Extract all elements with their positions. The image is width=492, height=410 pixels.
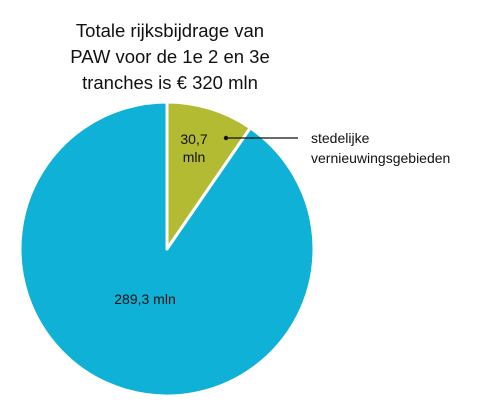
chart-title-line-1: Totale rijksbijdrage van xyxy=(75,20,265,41)
callout-label-line-2: vernieuwingsgebieden xyxy=(311,150,450,166)
chart-title-line-3: tranches is € 320 mln xyxy=(82,72,258,93)
callout-label-line-1: stedelijke xyxy=(311,130,370,146)
slice-label-large: 289,3 mln xyxy=(114,291,175,307)
chart-title-line-2: PAW voor de 1e 2 en 3e xyxy=(70,46,270,67)
slice-label-small-line-2: mln xyxy=(183,149,206,165)
callout-dot xyxy=(223,135,229,141)
pie-slices xyxy=(18,100,316,398)
pie-slice-1 xyxy=(165,100,252,251)
slice-label-small-line-1: 30,7 xyxy=(180,131,207,147)
chart-title: Totale rijksbijdrage van PAW voor de 1e … xyxy=(60,18,280,96)
pie-slice-2 xyxy=(18,100,316,398)
